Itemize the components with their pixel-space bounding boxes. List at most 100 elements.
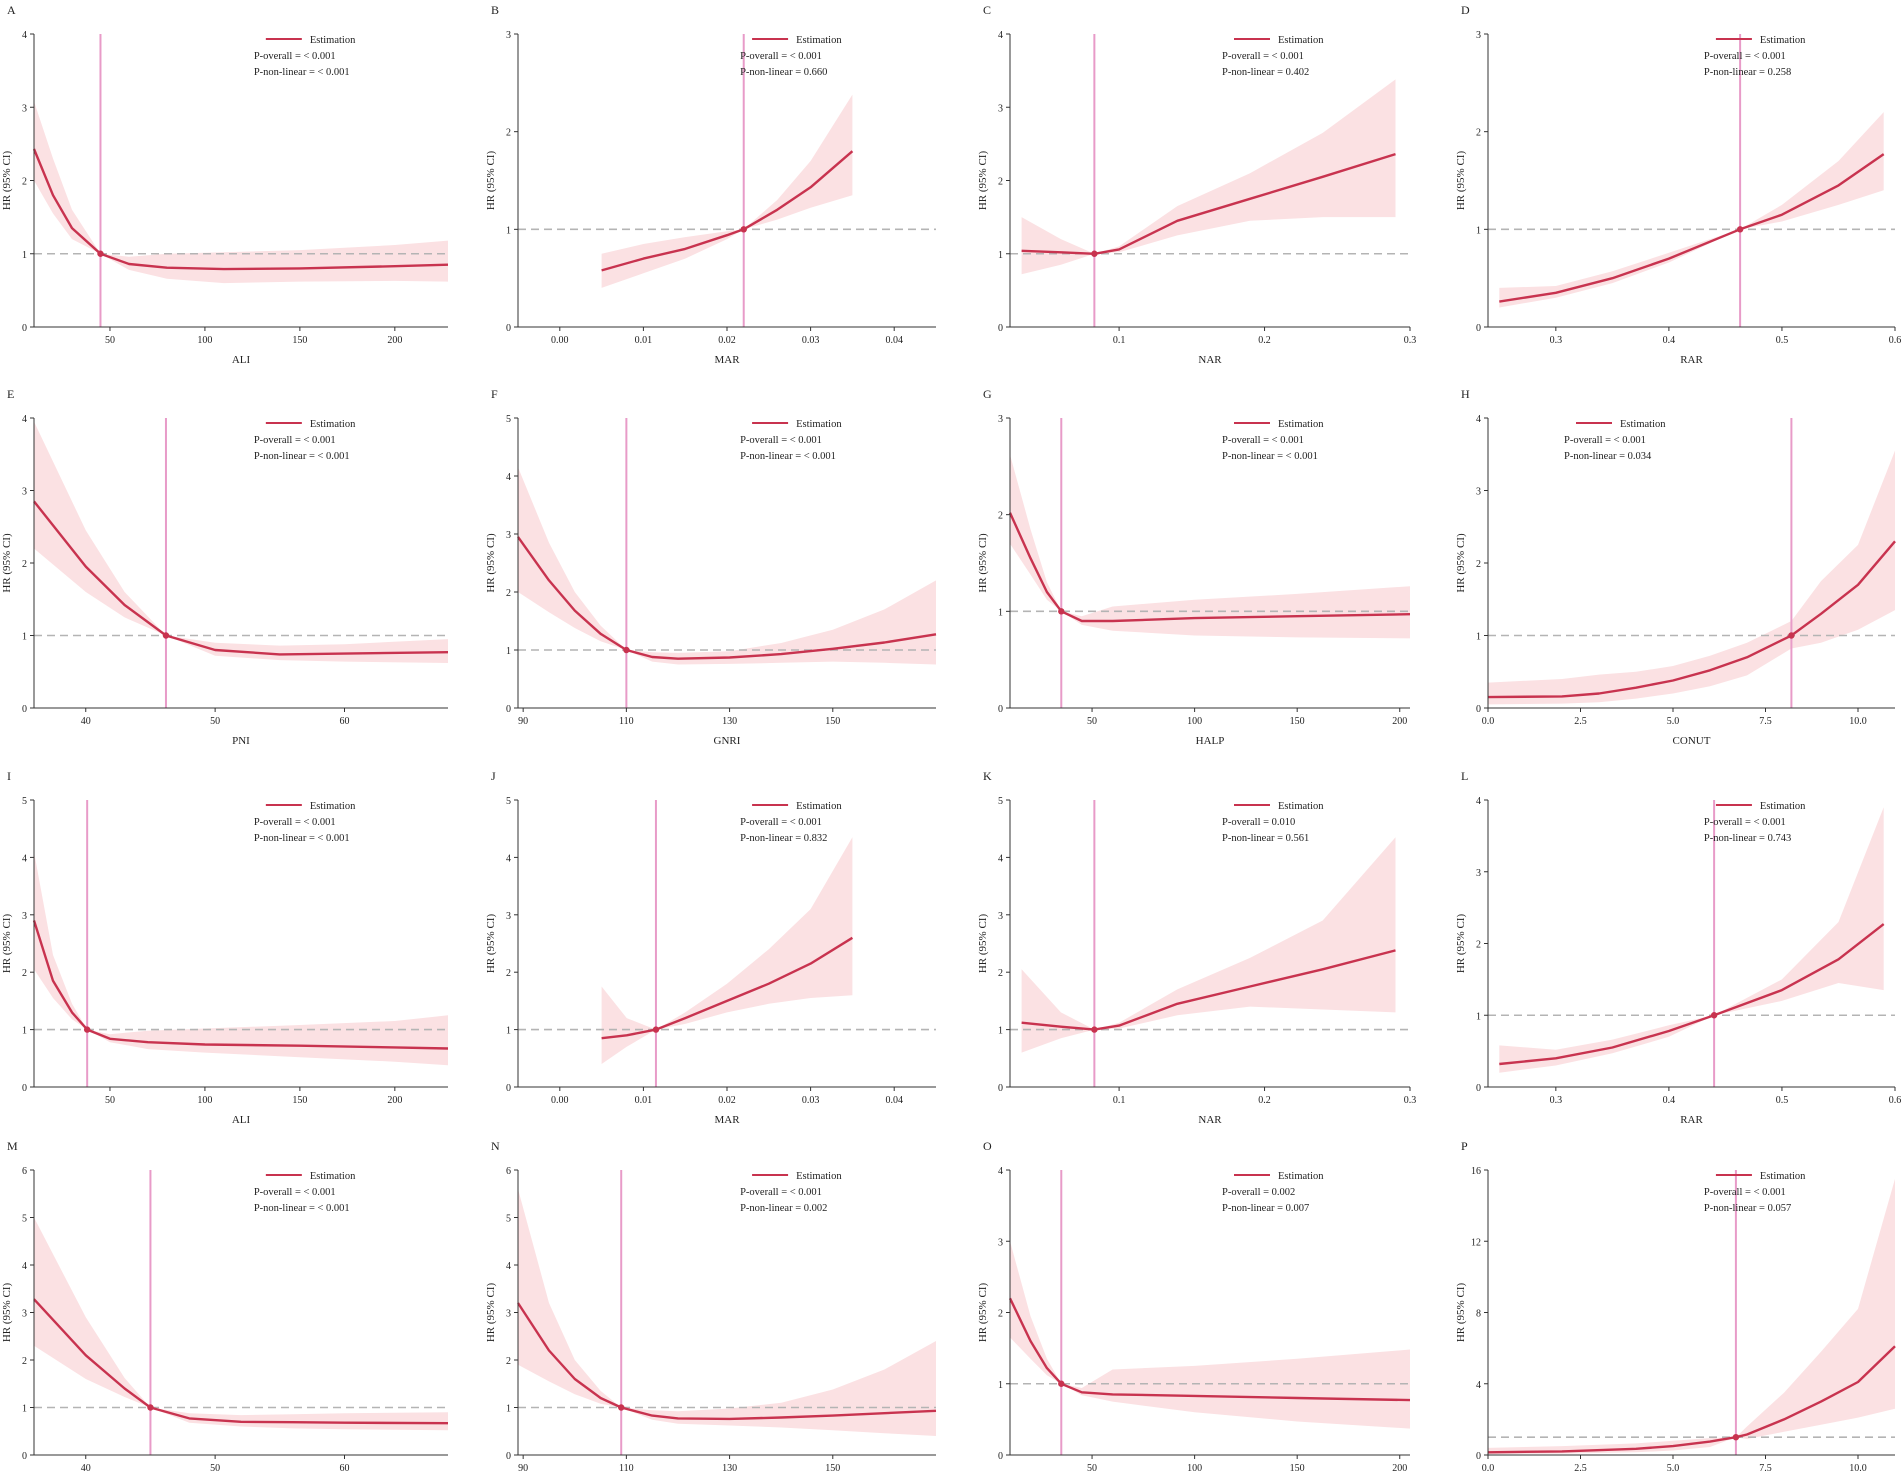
- confidence-band: [518, 467, 936, 665]
- y-tick-label: 3: [1476, 30, 1481, 41]
- panel-j: J 0 1 2 3 4 5 0.00 0.01 0.02 0.03 0.04 MAR HR (95% CI…: [485, 769, 936, 1126]
- y-tick-label: 4: [22, 414, 27, 425]
- y-tick-label: 0: [998, 323, 1003, 334]
- x-axis-label: MAR: [714, 1114, 740, 1126]
- panel-letter: O: [983, 1139, 992, 1153]
- reference-point: [1710, 1012, 1718, 1019]
- y-axis-label: HR (95% CI): [1455, 914, 1467, 974]
- y-tick-label: 2: [998, 511, 1003, 522]
- x-tick-label: 0.2: [1258, 335, 1271, 346]
- y-tick-label: 4: [22, 853, 27, 864]
- p-overall-text: P-overall = < 0.001: [254, 435, 336, 446]
- y-tick-label: 1: [506, 1026, 511, 1037]
- x-tick-label: 50: [1087, 1463, 1097, 1474]
- x-tick-label: 0.0: [1482, 716, 1495, 727]
- y-tick-label: 4: [506, 472, 511, 483]
- x-tick-label: 40: [81, 1463, 91, 1474]
- confidence-band: [518, 1189, 936, 1436]
- y-tick-label: 0: [506, 1451, 511, 1462]
- x-tick-label: 0.3: [1550, 335, 1563, 346]
- legend-label: Estimation: [796, 1171, 842, 1182]
- p-overall-text: P-overall = < 0.001: [1704, 1187, 1786, 1198]
- x-tick-label: 0.00: [551, 1095, 569, 1106]
- y-tick-label: 1: [1476, 1011, 1481, 1022]
- x-axis-label: HALP: [1196, 735, 1225, 747]
- panel-i: I 0 1 2 3 4 5 50 100 150 200 ALI HR (95% CI) Estimati…: [1, 769, 449, 1126]
- p-nonlinear-text: P-non-linear = 0.034: [1564, 451, 1652, 462]
- y-tick-label: 1: [22, 1404, 27, 1415]
- p-overall-text: P-overall = < 0.001: [740, 1187, 822, 1198]
- p-overall-text: P-overall = < 0.001: [740, 435, 822, 446]
- x-tick-label: 200: [387, 335, 402, 346]
- y-tick-label: 2: [506, 968, 511, 979]
- confidence-band: [601, 837, 853, 1064]
- p-nonlinear-text: P-non-linear = < 0.001: [740, 451, 836, 462]
- panel-f: F 0 1 2 3 4 5 90 110 130 150 GNRI HR (95% CI) Estimat…: [485, 387, 937, 747]
- legend-label: Estimation: [1278, 1171, 1324, 1182]
- reference-point: [147, 1404, 154, 1411]
- x-tick-label: 50: [105, 335, 115, 346]
- y-tick-label: 2: [506, 1356, 511, 1367]
- y-axis-label: HR (95% CI): [485, 1283, 497, 1343]
- legend-label: Estimation: [1760, 1171, 1806, 1182]
- x-tick-label: 150: [825, 1463, 840, 1474]
- panel-letter: A: [7, 3, 16, 17]
- y-tick-label: 1: [506, 646, 511, 657]
- reference-point: [1058, 608, 1065, 615]
- y-tick-label: 1: [1476, 225, 1481, 236]
- p-nonlinear-text: P-non-linear = < 0.001: [254, 1203, 350, 1214]
- y-tick-label: 3: [22, 911, 27, 922]
- x-tick-label: 150: [292, 1095, 307, 1106]
- x-tick-label: 0.1: [1113, 1095, 1126, 1106]
- p-overall-text: P-overall = 0.010: [1222, 817, 1295, 828]
- x-tick-label: 110: [619, 716, 634, 727]
- confidence-band: [1499, 807, 1884, 1073]
- p-overall-text: P-overall = < 0.001: [1704, 817, 1786, 828]
- panel-letter: F: [491, 387, 498, 401]
- p-overall-text: P-overall = < 0.001: [1222, 51, 1304, 62]
- x-axis-label: PNI: [232, 735, 250, 747]
- x-tick-label: 130: [722, 716, 737, 727]
- y-tick-label: 3: [1476, 487, 1481, 498]
- x-tick-label: 0.6: [1889, 335, 1902, 346]
- legend-label: Estimation: [1278, 801, 1324, 812]
- confidence-band: [34, 421, 448, 663]
- y-tick-label: 0: [22, 704, 27, 715]
- y-tick-label: 4: [1476, 1380, 1481, 1391]
- y-tick-label: 0: [1476, 1451, 1481, 1462]
- x-tick-label: 0.03: [802, 1095, 820, 1106]
- panel-m: M0123456405060PNIHR (95% CI)EstimationP-…: [1, 1139, 449, 1474]
- y-axis-label: HR (95% CI): [977, 151, 989, 211]
- x-tick-label: 150: [1290, 716, 1305, 727]
- confidence-band: [1488, 450, 1895, 705]
- x-axis-label: ALI: [232, 354, 251, 366]
- x-tick-label: 50: [210, 1463, 220, 1474]
- y-tick-label: 2: [998, 177, 1003, 188]
- y-tick-label: 2: [22, 968, 27, 979]
- x-axis-label: GNRI: [714, 735, 741, 747]
- y-tick-label: 2: [22, 177, 27, 188]
- p-nonlinear-text: P-non-linear = < 0.001: [254, 451, 350, 462]
- x-tick-label: 150: [292, 335, 307, 346]
- panel-o: O0123450100150200HALPHR (95% CI)Estimati…: [977, 1139, 1411, 1474]
- y-tick-label: 6: [506, 1166, 511, 1177]
- y-axis-label: HR (95% CI): [485, 151, 497, 211]
- p-nonlinear-text: P-non-linear = 0.002: [740, 1203, 827, 1214]
- confidence-band: [601, 94, 853, 288]
- estimation-curve: [33, 500, 449, 656]
- reference-point: [740, 226, 747, 233]
- x-tick-label: 60: [340, 1463, 350, 1474]
- legend-label: Estimation: [310, 801, 356, 812]
- y-tick-label: 1: [998, 1026, 1003, 1037]
- y-tick-label: 3: [998, 103, 1003, 114]
- y-tick-label: 1: [998, 607, 1003, 618]
- p-nonlinear-text: P-non-linear = < 0.001: [1222, 451, 1318, 462]
- y-tick-label: 2: [1476, 940, 1481, 951]
- reference-point: [1058, 1380, 1065, 1387]
- p-overall-text: P-overall = < 0.001: [254, 51, 336, 62]
- y-tick-label: 4: [1476, 796, 1481, 807]
- x-tick-label: 110: [619, 1463, 634, 1474]
- panel-letter: P: [1461, 1139, 1468, 1153]
- reference-point: [652, 1026, 660, 1033]
